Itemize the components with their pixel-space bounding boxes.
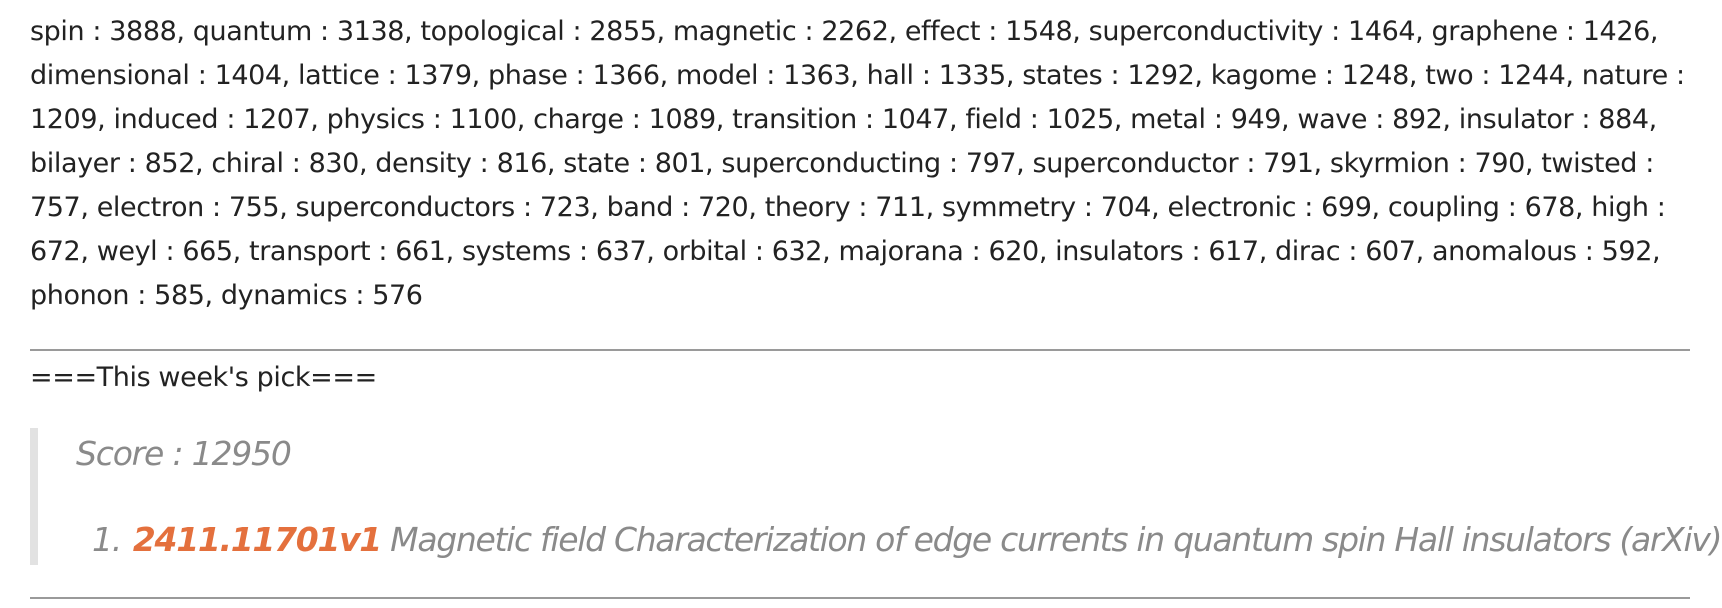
pick-item-number: 1. bbox=[92, 520, 122, 559]
pick-score: Score : 12950 bbox=[76, 434, 292, 473]
keyword-counts-block: spin : 3888, quantum : 3138, topological… bbox=[30, 10, 1690, 318]
divider-top bbox=[30, 349, 1690, 351]
divider-bottom bbox=[30, 597, 1690, 599]
pick-item-title: Magnetic field Characterization of edge … bbox=[390, 520, 1722, 559]
weekly-pick-heading: ===This week's pick=== bbox=[30, 362, 377, 393]
keyword-counts-text: spin : 3888, quantum : 3138, topological… bbox=[30, 16, 1685, 311]
weekly-pick-blockquote: Score : 12950 1. 2411.11701v1 Magnetic fi… bbox=[30, 428, 1722, 565]
pick-list-item: 1. 2411.11701v1 Magnetic field Characteri… bbox=[92, 520, 1722, 559]
pick-arxiv-link[interactable]: 2411.11701v1 bbox=[132, 520, 382, 559]
